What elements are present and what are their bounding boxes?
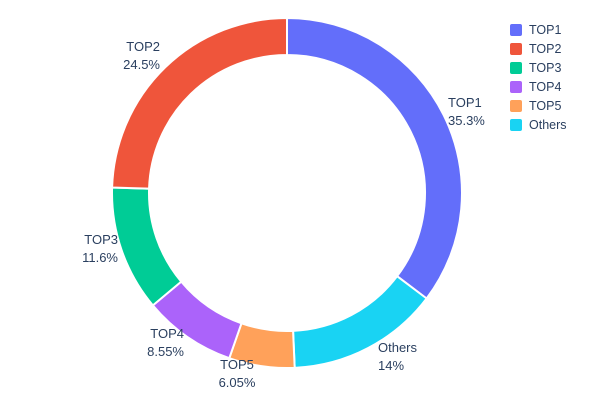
legend-swatch-TOP1 bbox=[510, 23, 522, 36]
legend-label: TOP3 bbox=[529, 60, 562, 75]
legend-label: Others bbox=[529, 117, 567, 132]
legend-swatch-TOP3 bbox=[510, 61, 522, 74]
slice-Others[interactable] bbox=[292, 274, 429, 369]
legend-item-TOP5[interactable]: TOP5 bbox=[510, 96, 567, 115]
legend-item-TOP3[interactable]: TOP3 bbox=[510, 58, 567, 77]
legend-item-Others[interactable]: Others bbox=[510, 115, 567, 134]
legend-label: TOP2 bbox=[529, 41, 562, 56]
slice-TOP3[interactable] bbox=[111, 186, 183, 307]
legend-item-TOP2[interactable]: TOP2 bbox=[510, 39, 567, 58]
slice-TOP2[interactable] bbox=[111, 16, 288, 190]
legend-swatch-TOP5 bbox=[510, 99, 522, 112]
legend-swatch-TOP4 bbox=[510, 80, 522, 93]
slice-TOP1[interactable] bbox=[286, 16, 463, 300]
legend[interactable]: TOP1 TOP2 TOP3 TOP4 TOP5 Others bbox=[510, 20, 567, 134]
legend-item-TOP4[interactable]: TOP4 bbox=[510, 77, 567, 96]
legend-label: TOP5 bbox=[529, 98, 562, 113]
legend-label: TOP4 bbox=[529, 79, 562, 94]
legend-swatch-Others bbox=[510, 118, 522, 131]
legend-label: TOP1 bbox=[529, 22, 562, 37]
legend-item-TOP1[interactable]: TOP1 bbox=[510, 20, 567, 39]
legend-swatch-TOP2 bbox=[510, 42, 522, 55]
